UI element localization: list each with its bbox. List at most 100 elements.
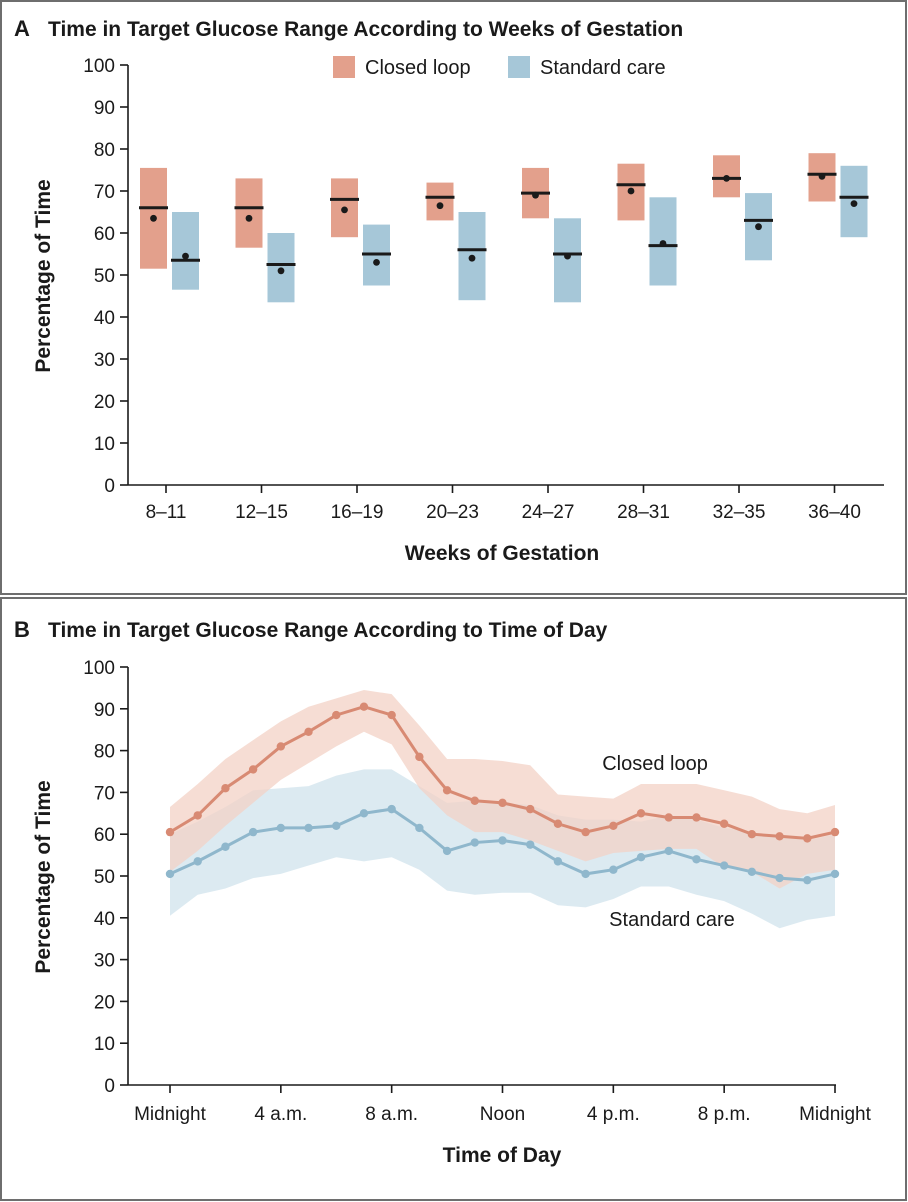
point-closed-loop [747, 830, 757, 839]
annotation-closed-loop: Closed loop [602, 753, 708, 775]
mean-standard-care [850, 200, 858, 208]
panel-a-y-tick-label: 90 [94, 98, 115, 119]
point-closed-loop [442, 786, 452, 795]
panel-b-y-tick-label: 0 [104, 1076, 115, 1097]
point-standard-care [470, 838, 479, 847]
legend-swatch-standard-care [508, 56, 530, 78]
panel-a-y-tick-label: 10 [94, 434, 115, 455]
mean-standard-care [659, 240, 667, 247]
panel-a-x-tick-label: 24–27 [522, 502, 575, 523]
point-standard-care [664, 846, 673, 856]
panel-a-y-tick-label: 20 [94, 392, 115, 413]
legend-swatch-closed-loop [333, 56, 355, 78]
point-standard-care [830, 869, 840, 879]
panel-b-border [0, 597, 907, 1201]
point-closed-loop [664, 813, 673, 822]
panel-a-x-axis-label: Weeks of Gestation [405, 542, 600, 565]
point-standard-care [248, 827, 258, 837]
panel-b-letter: B [14, 617, 30, 642]
panel-a-y-axis-label: Percentage of Time [32, 179, 55, 372]
point-closed-loop [692, 813, 701, 822]
point-closed-loop [359, 702, 369, 711]
point-closed-loop [609, 821, 618, 831]
point-closed-loop [470, 796, 479, 805]
mean-closed-loop [627, 187, 635, 195]
panel-b: B Time in Target Glucose Range According… [0, 597, 907, 1201]
mean-standard-care [182, 252, 189, 260]
point-closed-loop [553, 819, 563, 828]
point-closed-loop [165, 827, 175, 837]
mean-standard-care [277, 267, 285, 275]
point-standard-care [193, 857, 202, 866]
panel-a-y-tick-label: 70 [94, 182, 115, 203]
point-closed-loop [387, 710, 396, 720]
point-standard-care [165, 869, 175, 879]
panel-a-y-tick-label: 40 [94, 308, 115, 329]
panel-b-y-tick-label: 10 [94, 1034, 115, 1055]
point-closed-loop [304, 727, 313, 736]
panel-a-plot: 0 10 20 30 40 50 60 70 80 90 100 8–11 12–15 16–19 20–2… [83, 56, 884, 523]
mean-standard-care [564, 252, 571, 260]
panel-b-y-tick-label: 60 [94, 825, 115, 846]
point-closed-loop [332, 710, 341, 720]
point-closed-loop [498, 798, 507, 808]
panel-b-x-tick-label: 8 p.m. [698, 1104, 751, 1125]
box-standard-care [172, 212, 199, 290]
box-closed-loop [235, 178, 263, 248]
panel-b-y-tick-label: 30 [94, 951, 115, 972]
point-standard-care [636, 852, 646, 862]
point-closed-loop [276, 742, 286, 751]
panel-a-y-tick-label: 80 [94, 140, 115, 161]
point-standard-care [498, 836, 507, 845]
point-standard-care [553, 857, 563, 866]
panel-a-x-tick-label: 20–23 [426, 502, 479, 523]
panel-a-x-tick-label: 12–15 [235, 502, 288, 523]
point-standard-care [747, 867, 757, 877]
panel-b-x-tick-label: 4 p.m. [587, 1104, 640, 1125]
point-standard-care [359, 809, 369, 818]
panel-a-x-tick-label: 28–31 [617, 502, 670, 523]
panel-b-y-tick-label: 70 [94, 783, 115, 804]
point-closed-loop [803, 834, 812, 843]
band-closed-loop [170, 689, 835, 889]
mean-standard-care [755, 223, 762, 231]
panel-a-x-tick-label: 36–40 [808, 502, 861, 523]
panel-b-x-tick-label: Midnight [134, 1104, 207, 1125]
panel-b-x-tick-label: 4 a.m. [254, 1104, 307, 1125]
annotation-standard-care: Standard care [609, 909, 735, 931]
panel-b-y-tick-label: 80 [94, 742, 115, 763]
panel-b-y-tick-label: 50 [94, 867, 115, 888]
mean-closed-loop [436, 202, 444, 210]
point-standard-care [304, 823, 313, 833]
point-standard-care [581, 869, 590, 879]
legend-label-standard-care: Standard care [540, 57, 666, 79]
point-closed-loop [636, 809, 646, 818]
point-standard-care [387, 804, 396, 814]
mean-closed-loop [245, 214, 253, 222]
point-closed-loop [830, 827, 840, 837]
panel-a-border [0, 0, 907, 595]
panel-b-plot: 0 10 20 30 40 50 60 70 80 90 100 Midnight 4 a.m. 8 a.… [83, 658, 871, 1125]
point-standard-care [415, 823, 424, 833]
panel-b-y-tick-label: 100 [83, 658, 115, 679]
panel-b-x-tick-label: 8 a.m. [365, 1104, 418, 1125]
point-closed-loop [221, 784, 230, 793]
point-standard-care [221, 842, 230, 851]
point-closed-loop [581, 827, 590, 837]
panel-b-y-tick-label: 20 [94, 992, 115, 1013]
panel-a-y-tick-label: 100 [83, 56, 115, 77]
panel-a: A Time in Target Glucose Range According… [0, 0, 907, 595]
panel-a-legend: Closed loop Standard care [333, 56, 666, 79]
point-closed-loop [719, 819, 729, 828]
point-standard-care [526, 840, 535, 849]
point-standard-care [692, 855, 701, 864]
box-closed-loop [426, 182, 454, 221]
point-closed-loop [248, 765, 258, 774]
mean-closed-loop [532, 191, 539, 199]
panel-a-x-tick-label: 16–19 [331, 502, 384, 523]
point-closed-loop [775, 832, 784, 841]
panel-a-letter: A [14, 16, 30, 41]
panel-b-title: Time in Target Glucose Range According t… [48, 619, 608, 642]
point-standard-care [719, 861, 729, 870]
